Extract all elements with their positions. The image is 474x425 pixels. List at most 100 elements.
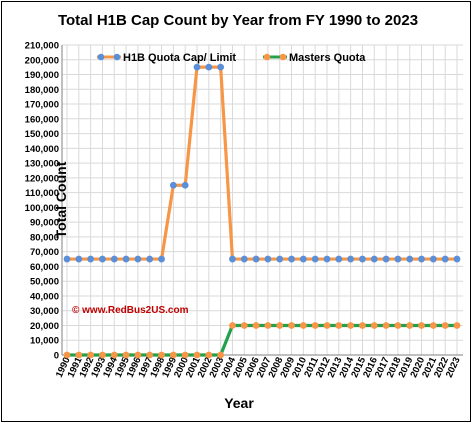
data-point bbox=[453, 255, 461, 263]
y-tick-label: 60,000 bbox=[30, 262, 59, 273]
data-point bbox=[323, 255, 331, 263]
data-point bbox=[229, 322, 236, 329]
legend-marker-h1b bbox=[97, 53, 105, 61]
y-tick-label: 100,000 bbox=[25, 203, 59, 214]
y-tick-label: 40,000 bbox=[30, 291, 59, 302]
data-point bbox=[453, 322, 461, 329]
y-tick-label: 130,000 bbox=[25, 159, 59, 170]
data-point bbox=[276, 255, 284, 263]
data-point bbox=[264, 322, 272, 329]
data-point bbox=[63, 255, 71, 263]
data-point bbox=[335, 255, 343, 263]
data-point bbox=[99, 255, 106, 263]
data-point bbox=[63, 351, 71, 359]
y-tick-label: 150,000 bbox=[25, 129, 59, 140]
data-point bbox=[181, 351, 189, 359]
y-tick-label: 80,000 bbox=[30, 232, 59, 243]
data-point bbox=[99, 351, 106, 359]
series-line-1 bbox=[67, 323, 457, 357]
y-tick-label: 110,000 bbox=[25, 188, 59, 199]
data-point bbox=[335, 322, 343, 329]
data-point bbox=[394, 322, 402, 329]
y-tick-label: 20,000 bbox=[30, 321, 59, 332]
data-point bbox=[288, 322, 295, 329]
data-point bbox=[229, 255, 236, 263]
data-point bbox=[75, 351, 83, 359]
data-point bbox=[122, 351, 130, 359]
data-point bbox=[87, 351, 95, 359]
data-point bbox=[418, 255, 425, 263]
x-tick-labels: 1990199119921993199419951996199719981999… bbox=[54, 355, 463, 379]
data-point bbox=[406, 255, 414, 263]
gridlines bbox=[62, 44, 463, 356]
data-point bbox=[217, 351, 225, 359]
y-tick-label: 180,000 bbox=[25, 85, 59, 96]
y-tick-label: 10,000 bbox=[30, 336, 59, 347]
legend-marker-h1b-2 bbox=[113, 53, 121, 61]
legend-marker-masters-2 bbox=[279, 53, 287, 61]
data-point bbox=[347, 255, 355, 263]
data-point bbox=[193, 351, 201, 359]
data-point bbox=[158, 255, 165, 263]
x-axis-title: Year bbox=[224, 395, 254, 411]
y-tick-labels: 0 10,000 20,000 30,000 40,000 50,000 60,000 70,… bbox=[25, 41, 59, 362]
data-point bbox=[299, 322, 307, 329]
data-point bbox=[311, 255, 319, 263]
data-point bbox=[146, 351, 154, 359]
y-tick-label: 50,000 bbox=[30, 277, 59, 288]
data-point bbox=[75, 255, 83, 263]
y-tick-label: 90,000 bbox=[30, 218, 59, 229]
data-point bbox=[87, 255, 95, 263]
y-tick-label: 200,000 bbox=[25, 55, 59, 66]
data-point bbox=[382, 322, 390, 329]
data-point bbox=[205, 351, 213, 359]
data-point bbox=[441, 322, 449, 329]
series-line-0 bbox=[67, 65, 457, 261]
data-point bbox=[441, 255, 449, 263]
series-lines bbox=[63, 63, 461, 359]
data-point bbox=[323, 322, 331, 329]
data-point bbox=[193, 63, 201, 71]
data-point bbox=[134, 255, 142, 263]
data-point bbox=[169, 181, 177, 189]
y-tick-label: 70,000 bbox=[30, 247, 59, 258]
legend-label-h1b: H1B Quota Cap/ Limit bbox=[123, 52, 236, 64]
data-point bbox=[382, 255, 390, 263]
data-point bbox=[347, 322, 355, 329]
data-point bbox=[311, 322, 319, 329]
data-point bbox=[299, 255, 307, 263]
data-point bbox=[370, 322, 378, 329]
data-point bbox=[429, 322, 437, 329]
data-point bbox=[252, 255, 260, 263]
y-axis-title: Total Count bbox=[53, 161, 69, 238]
data-point bbox=[288, 255, 295, 263]
data-point bbox=[240, 255, 248, 263]
data-point bbox=[252, 322, 260, 329]
data-point bbox=[110, 255, 118, 263]
legend-marker-masters bbox=[263, 53, 271, 61]
y-tick-label: 140,000 bbox=[25, 144, 59, 155]
data-point bbox=[359, 255, 366, 263]
data-point bbox=[406, 322, 414, 329]
y-tick-label: 0 bbox=[54, 351, 59, 362]
data-point bbox=[110, 351, 118, 359]
y-tick-label: 170,000 bbox=[25, 100, 59, 111]
legend-label-masters: Masters Quota bbox=[289, 52, 366, 64]
watermark-text: © www.RedBus2US.com bbox=[72, 305, 189, 316]
data-point bbox=[240, 322, 248, 329]
y-tick-label: 30,000 bbox=[30, 306, 59, 317]
y-tick-label: 190,000 bbox=[25, 70, 59, 81]
data-point bbox=[359, 322, 366, 329]
data-point bbox=[205, 63, 213, 71]
data-point bbox=[134, 351, 142, 359]
data-point bbox=[370, 255, 378, 263]
data-point bbox=[429, 255, 437, 263]
chart-title: Total H1B Cap Count by Year from FY 1990… bbox=[58, 12, 418, 29]
data-point bbox=[158, 351, 165, 359]
y-tick-label: 160,000 bbox=[25, 114, 59, 125]
legend: H1B Quota Cap/ Limit Masters Quota bbox=[97, 52, 366, 64]
y-tick-label: 120,000 bbox=[25, 173, 59, 184]
data-point bbox=[264, 255, 272, 263]
